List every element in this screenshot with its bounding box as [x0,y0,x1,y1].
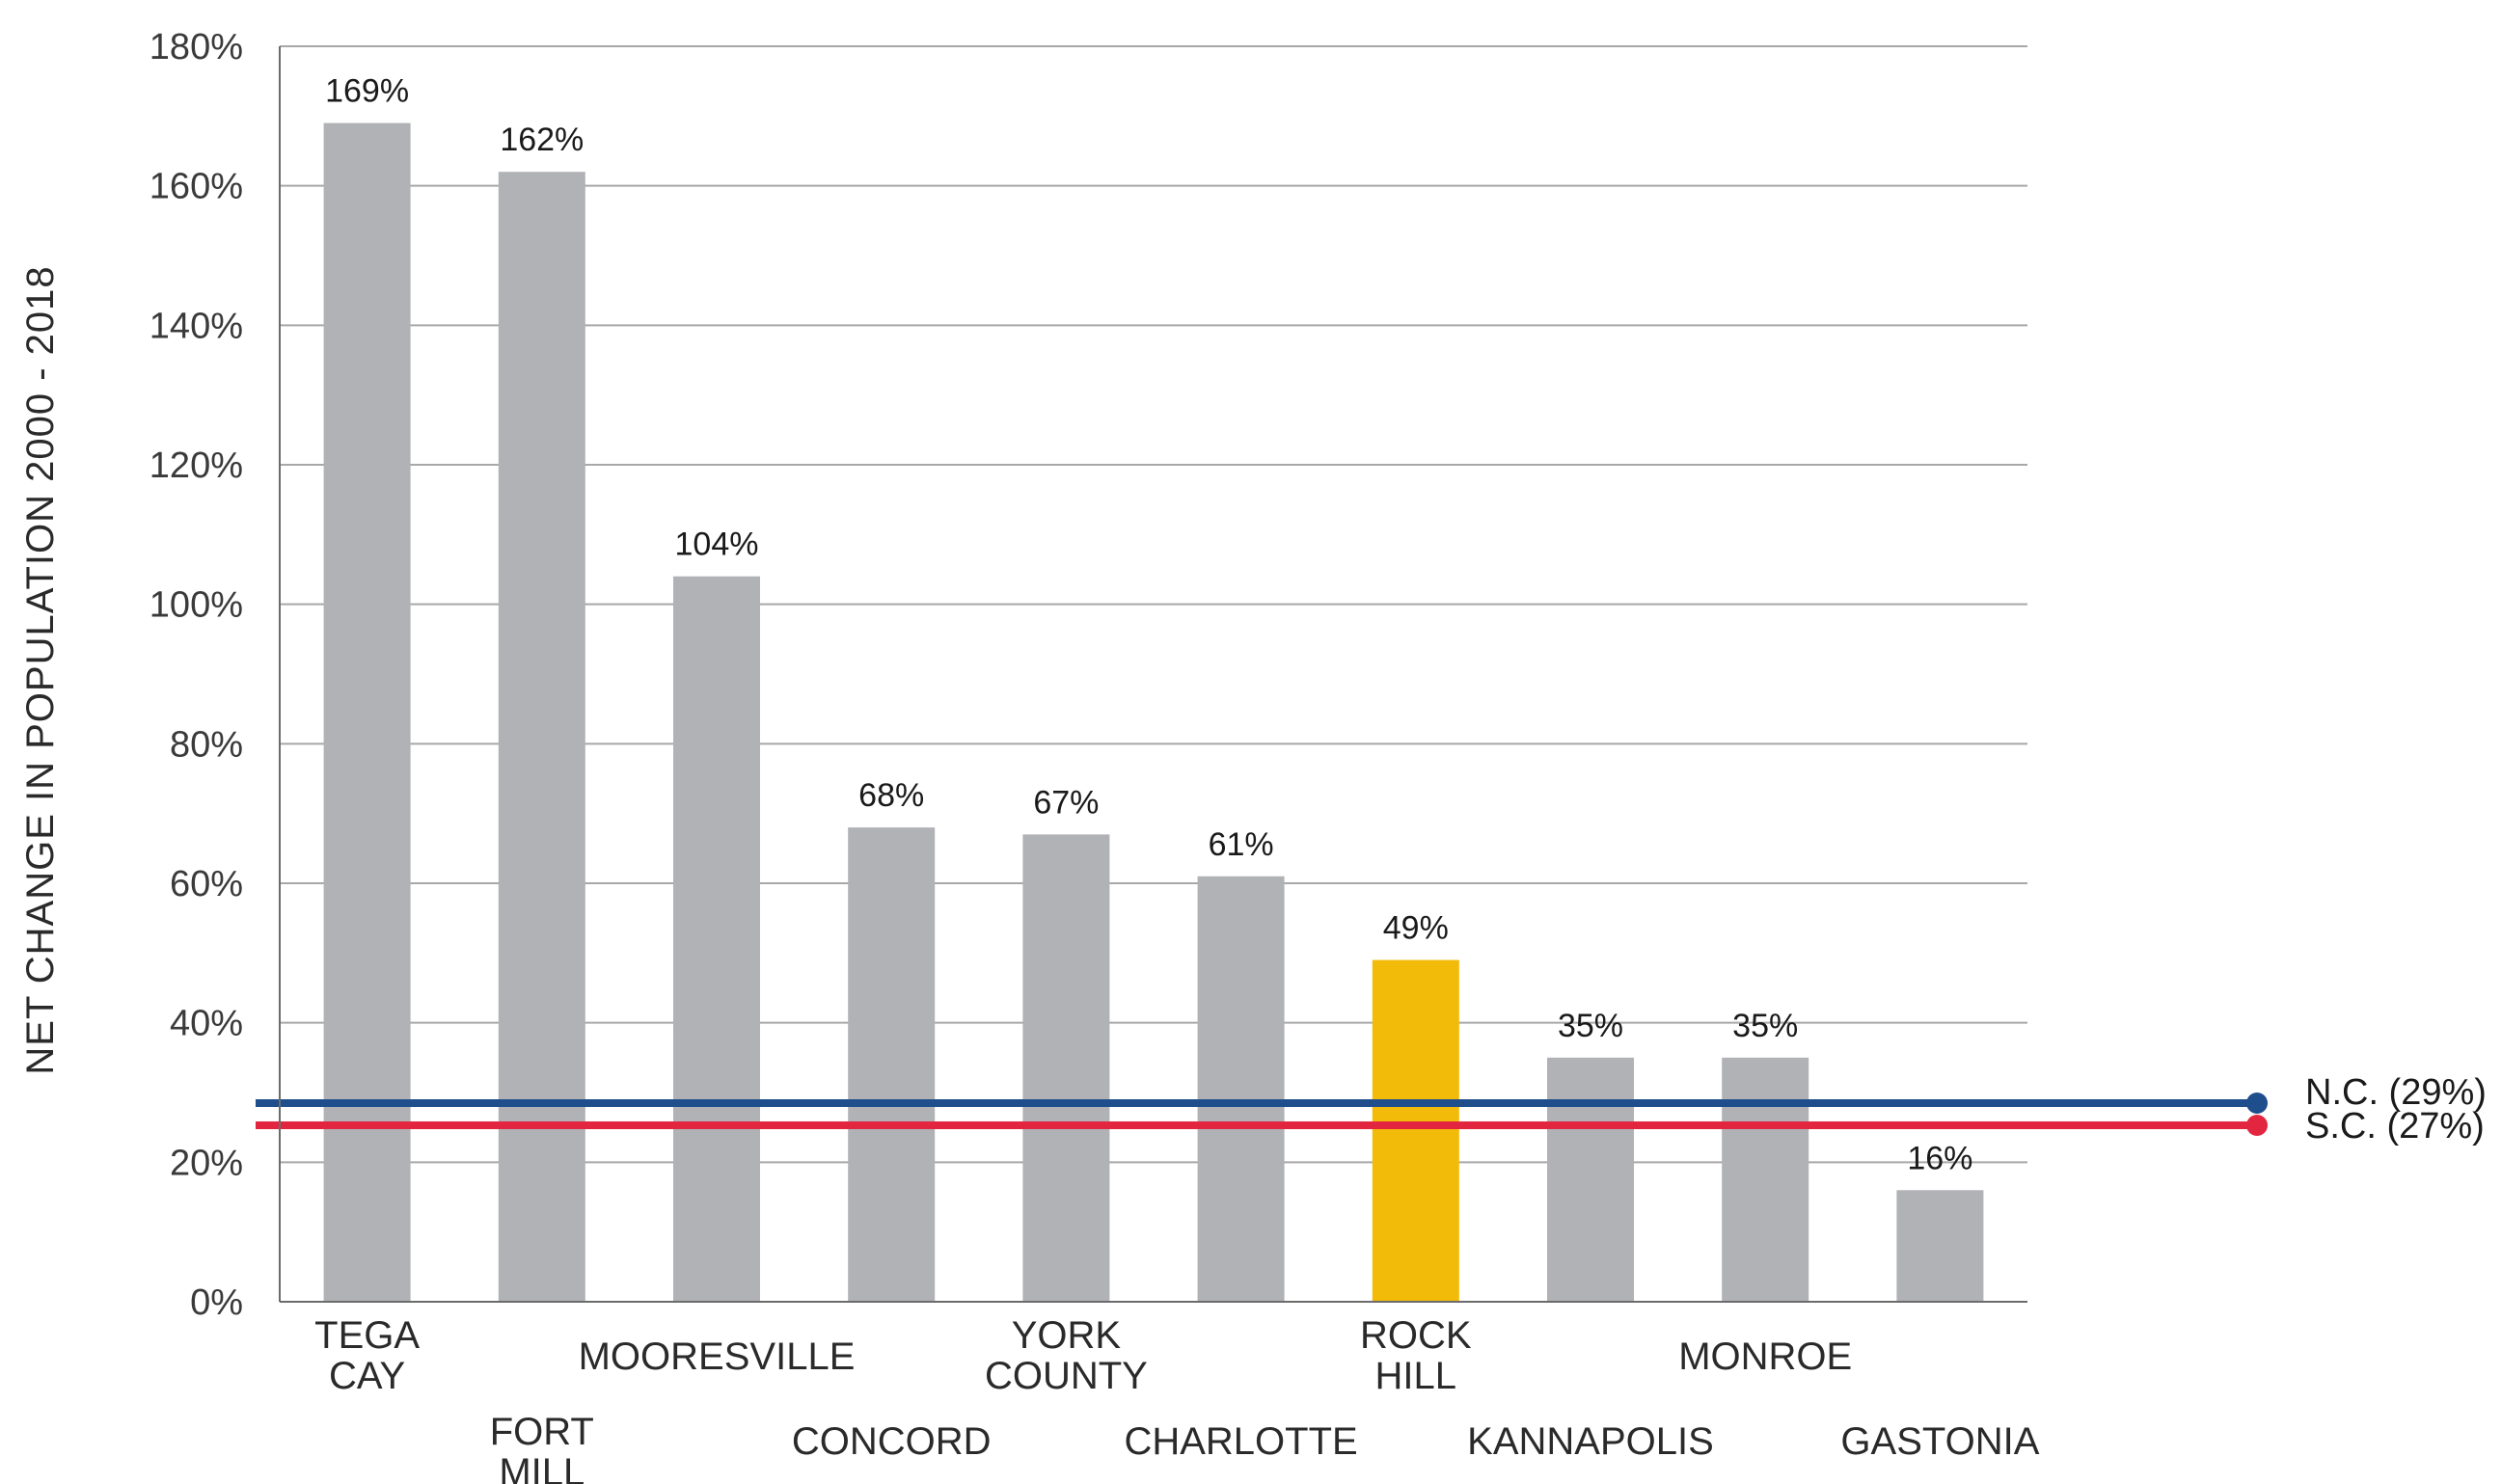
y-tick-label: 20% [170,1143,243,1183]
y-tick-label: 80% [170,724,243,765]
category-label: FORT MILL [490,1411,594,1484]
y-tick-label: 60% [170,864,243,904]
data-labels: 169% 162% 104% 68% 67% 61% 49% 35% 35% 16% [325,73,1972,1177]
bar-gastonia [1896,1190,1984,1302]
data-label: 16% [1907,1140,1972,1176]
bar-charlotte [1197,876,1285,1302]
y-tick-label: 160% [150,167,243,207]
category-label: MOORESVILLE [579,1336,856,1378]
y-tick-label: 100% [150,585,243,626]
y-tick-label: 180% [150,27,243,67]
category-label: YORK COUNTY [985,1314,1148,1397]
data-label: 49% [1383,910,1449,947]
y-tick-label: 140% [150,306,243,346]
category-label: ROCK HILL [1360,1314,1472,1397]
bar-mooresville [673,576,760,1302]
category-labels: TEGA CAY FORT MILL MOORESVILLE CONCORD YORK COU… [314,1314,2040,1484]
bar-york-county [1022,834,1110,1302]
category-label: TEGA CAY [314,1314,420,1397]
category-label: GASTONIA [1840,1420,2039,1463]
reference-line-end-dot [2246,1093,2268,1114]
y-tick-label: 40% [170,1004,243,1044]
category-label: MONROE [1678,1336,1852,1378]
data-label: 169% [325,73,409,110]
bar-concord [848,827,936,1302]
bar-kannapolis [1547,1057,1634,1302]
data-label: 104% [675,526,759,563]
reference-line-label: S.C. (27%) [2305,1106,2485,1147]
y-tick-labels: 0% 20% 40% 60% 80% 100% 120% 140% 160% 180% [150,27,243,1323]
data-label: 68% [858,777,924,814]
data-label: 61% [1209,826,1274,863]
data-label: 67% [1033,784,1099,821]
data-label: 162% [500,121,584,158]
reference-line-label: N.C. (29%) [2305,1072,2487,1113]
bars [323,122,1984,1303]
axes [279,46,2027,1303]
data-label: 35% [1558,1008,1623,1044]
y-tick-label: 120% [150,445,243,486]
data-label: 35% [1732,1008,1798,1044]
category-label: CONCORD [792,1420,992,1463]
y-tick-label: 0% [190,1282,243,1323]
bar-fort-mill [498,172,585,1303]
y-axis-title: NET CHANGE IN POPULATION 2000 - 2018 [19,265,62,1074]
bar-monroe [1722,1057,1809,1302]
category-label: CHARLOTTE [1124,1420,1357,1463]
category-label: KANNAPOLIS [1467,1420,1714,1463]
reference-line-end-dot [2246,1115,2268,1136]
bar-rock-hill [1372,959,1459,1302]
reference-lines: N.C. (29%)S.C. (27%) [256,1072,2487,1147]
